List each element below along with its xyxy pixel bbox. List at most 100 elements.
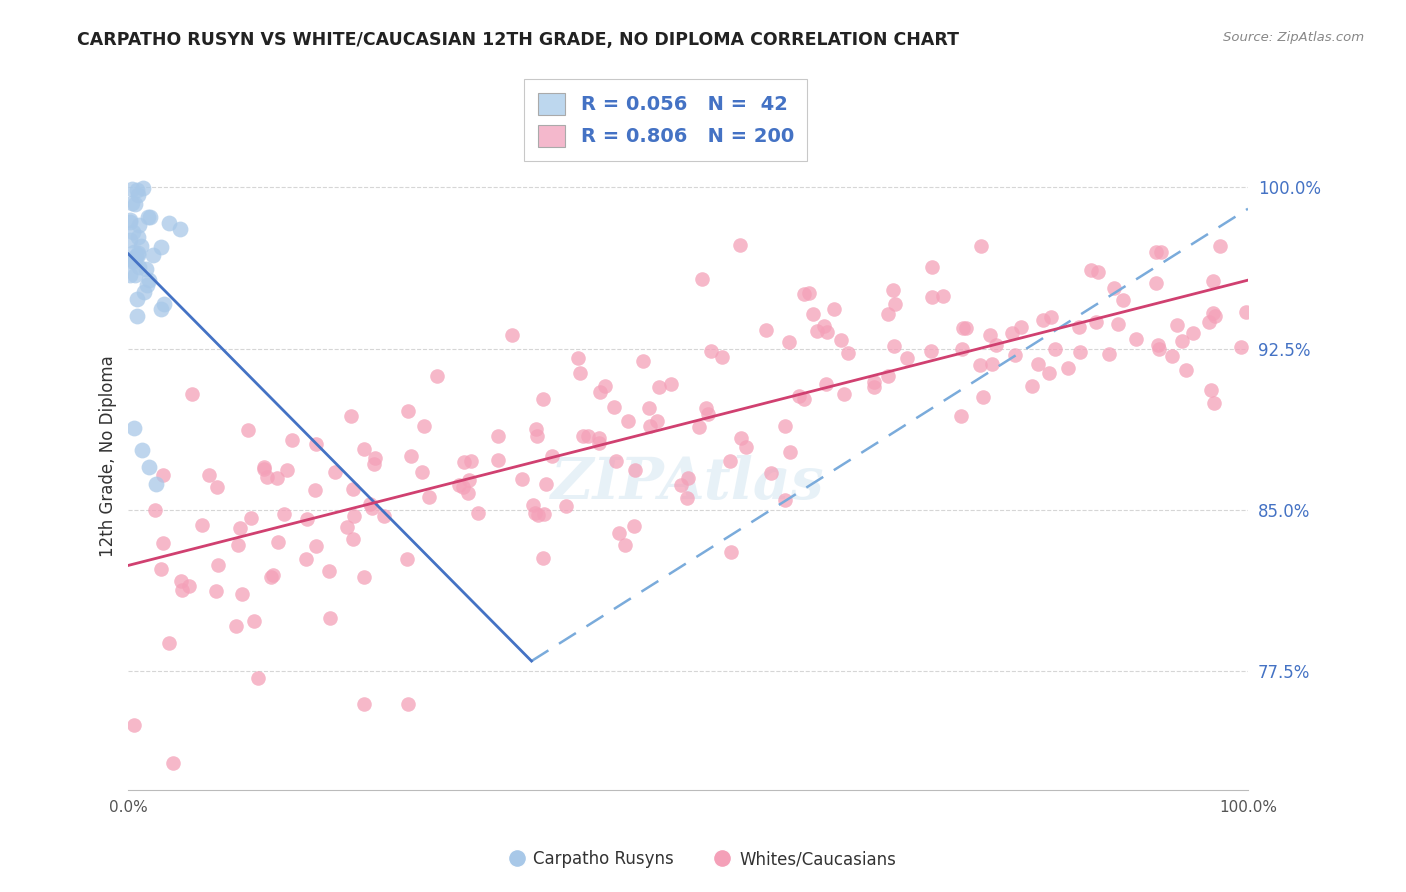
- Point: [501, 328, 523, 343]
- Point: [1087, 265, 1109, 279]
- Point: [1202, 274, 1225, 288]
- Point: [136, 211, 159, 225]
- Point: [396, 552, 419, 566]
- Point: [157, 217, 180, 231]
- Point: [1098, 347, 1121, 361]
- Point: [305, 436, 328, 450]
- Point: [150, 562, 173, 576]
- Point: [127, 248, 149, 262]
- Point: [688, 420, 710, 434]
- Point: [1069, 344, 1091, 359]
- Point: [531, 392, 554, 407]
- Point: [710, 350, 733, 364]
- Point: [676, 471, 699, 485]
- Point: [955, 321, 977, 335]
- Point: [339, 409, 361, 423]
- Point: [197, 467, 219, 482]
- Point: [1166, 318, 1188, 332]
- Point: [353, 570, 375, 584]
- Point: [823, 301, 845, 316]
- Point: [127, 188, 149, 202]
- Point: [128, 260, 150, 274]
- Point: [921, 260, 943, 274]
- Point: [253, 460, 276, 475]
- Point: [170, 574, 193, 588]
- Point: [1181, 326, 1204, 340]
- Point: [426, 369, 449, 384]
- Point: [124, 197, 146, 211]
- Point: [638, 401, 661, 415]
- Point: [127, 230, 149, 244]
- Text: CARPATHO RUSYN VS WHITE/CAUCASIAN 12TH GRADE, NO DIPLOMA CORRELATION CHART: CARPATHO RUSYN VS WHITE/CAUCASIAN 12TH G…: [77, 31, 959, 49]
- Point: [132, 285, 155, 300]
- Point: [815, 325, 838, 339]
- Point: [205, 480, 228, 494]
- Point: [950, 342, 973, 356]
- Point: [281, 433, 304, 447]
- Point: [533, 507, 555, 521]
- Point: [1150, 245, 1173, 260]
- Point: [1026, 357, 1049, 371]
- Point: [814, 377, 837, 392]
- Point: [1234, 304, 1257, 318]
- Point: [127, 246, 149, 260]
- Point: [1171, 334, 1194, 348]
- Point: [896, 351, 918, 365]
- Point: [830, 333, 852, 347]
- Point: [226, 538, 249, 552]
- Point: [676, 491, 699, 506]
- Point: [451, 480, 474, 494]
- Point: [458, 473, 481, 487]
- Point: [659, 376, 682, 391]
- Point: [1208, 238, 1230, 252]
- Point: [125, 249, 148, 263]
- Point: [813, 318, 835, 333]
- Point: [118, 252, 141, 267]
- Point: [170, 583, 193, 598]
- Point: [343, 508, 366, 523]
- Point: [588, 431, 610, 445]
- Point: [797, 285, 820, 300]
- Point: [614, 538, 637, 552]
- Point: [1230, 340, 1253, 354]
- Point: [524, 422, 547, 436]
- Point: [700, 344, 723, 359]
- Point: [486, 453, 509, 467]
- Point: [136, 277, 159, 292]
- Point: [138, 460, 160, 475]
- Point: [132, 180, 155, 194]
- Point: [139, 211, 162, 225]
- Point: [932, 288, 955, 302]
- Point: [207, 558, 229, 572]
- Point: [730, 431, 752, 445]
- Point: [588, 436, 610, 450]
- Point: [801, 307, 824, 321]
- Point: [793, 392, 815, 406]
- Point: [876, 369, 898, 384]
- Point: [779, 444, 801, 458]
- Point: [1202, 306, 1225, 320]
- Point: [834, 386, 856, 401]
- Point: [609, 526, 631, 541]
- Point: [759, 467, 782, 481]
- Point: [149, 302, 172, 317]
- Point: [127, 292, 149, 306]
- Point: [877, 307, 900, 321]
- Point: [1204, 310, 1226, 324]
- Point: [720, 545, 742, 559]
- Point: [1001, 326, 1024, 340]
- Point: [149, 239, 172, 253]
- Point: [179, 579, 201, 593]
- Point: [460, 454, 482, 468]
- Point: [980, 357, 1002, 371]
- Point: [631, 353, 654, 368]
- Point: [1039, 310, 1062, 325]
- Point: [305, 539, 328, 553]
- Point: [696, 408, 718, 422]
- Point: [1004, 348, 1026, 362]
- Point: [336, 520, 359, 534]
- Point: [135, 262, 157, 277]
- Point: [231, 586, 253, 600]
- Legend: Carpatho Rusyns, Whites/Caucasians: Carpatho Rusyns, Whites/Caucasians: [503, 844, 903, 875]
- Point: [323, 465, 346, 479]
